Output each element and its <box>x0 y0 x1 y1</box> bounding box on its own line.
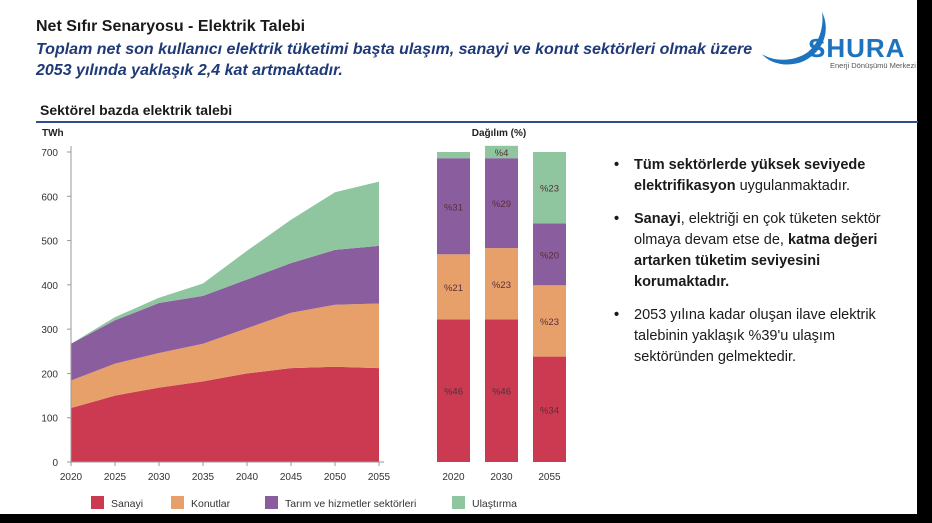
bar-data-label: %23 <box>492 280 511 291</box>
area-series-konutlar <box>71 303 379 408</box>
y-tick-label: 0 <box>52 458 58 469</box>
x-tick-label: 2020 <box>60 472 83 483</box>
logo-swoosh-icon <box>762 12 826 65</box>
section-title: Sektörel bazda elektrik talebi <box>40 102 233 118</box>
bullet-bold: katma değeri artarken tüketim seviyesini… <box>634 232 878 290</box>
x-tick-label: 2050 <box>324 472 347 483</box>
bar-segment-tarım-ve-hizmetler-sektörleri <box>485 158 518 249</box>
x-tick-label: 2045 <box>280 472 303 483</box>
bullet-text: uygulanmaktadır. <box>735 178 851 194</box>
legend-swatch <box>265 496 278 509</box>
bar-segment-konutlar <box>437 254 470 320</box>
legend-label: Tarım ve hizmetler sektörleri <box>285 498 416 510</box>
bar-segment-ulaştırma <box>533 152 566 224</box>
x-tick-label: 2040 <box>236 472 259 483</box>
bullet-text: , elektriği en çok tüketen sektör olmaya… <box>634 211 881 248</box>
bar-segment-konutlar <box>485 248 518 320</box>
logo-tagline: Enerji Dönüşümü Merkezi <box>830 61 916 70</box>
legend-swatch <box>171 496 184 509</box>
bar-category-label: 2030 <box>490 472 513 483</box>
y-tick-label: 100 <box>41 414 58 425</box>
distribution-bar-chart: Dağılım (%) %46 %21 %31 2020 %46 %23 %29 %4 2030%… <box>437 128 566 483</box>
bar-segment-sanayi <box>437 319 470 462</box>
page-subtitle: Toplam net son kullanıcı elektrik tüketi… <box>36 41 753 79</box>
y-tick-label: 700 <box>41 148 58 159</box>
bullet-item: Tüm sektörlerde yüksek seviyede elektrif… <box>612 155 912 197</box>
section-divider <box>36 121 918 123</box>
bar-data-label: %46 <box>492 387 511 398</box>
legend-label: Ulaştırma <box>472 498 517 510</box>
bar-category-label: 2020 <box>442 472 465 483</box>
area-series-ulaştırma <box>71 181 379 344</box>
x-tick-label: 2055 <box>368 472 391 483</box>
y-axis-label: TWh <box>42 128 64 139</box>
shura-logo: SHURA Enerji Dönüşümü Merkezi <box>762 12 916 70</box>
page-title: Net Sıfır Senaryosu - Elektrik Talebi <box>36 18 306 35</box>
bar-data-label: %23 <box>540 317 559 328</box>
bullet-bold: Tüm sektörlerde yüksek seviyede elektrif… <box>634 157 866 194</box>
bar-chart-title: Dağılım (%) <box>472 128 526 139</box>
y-tick-label: 500 <box>41 237 58 248</box>
legend-label: Konutlar <box>191 498 231 510</box>
bar-segment-tarım-ve-hizmetler-sektörleri <box>437 158 470 255</box>
legend-swatch <box>91 496 104 509</box>
bar-data-label: %29 <box>492 199 511 210</box>
bar-segment-sanayi <box>485 319 518 462</box>
bullet-item: 2053 yılına kadar oluşan ilave elektrik … <box>612 305 912 368</box>
area-chart: 0 100 200 300 400 500 600 700 TWh 2020 2025 2030 203… <box>41 128 390 483</box>
bullet-item: Sanayi, elektriği en çok tüketen sektör … <box>612 209 912 293</box>
area-series-tarım-ve-hizmetler-sektörleri <box>71 245 379 381</box>
legend-swatch <box>452 496 465 509</box>
bar-segment-konutlar <box>533 285 566 357</box>
bullet-text: 2053 yılına kadar oluşan ilave elektrik … <box>634 307 876 365</box>
bar-data-label: %46 <box>444 387 463 398</box>
chart-legend: Sanayi Konutlar Tarım ve hizmetler sektörl… <box>91 496 517 510</box>
slide: Net Sıfır Senaryosu - Elektrik Talebi To… <box>0 0 917 514</box>
logo-brand: SHURA <box>808 33 905 63</box>
bullet-bold: Sanayi <box>634 211 681 227</box>
bar-data-label: %31 <box>444 202 463 213</box>
legend-label: Sanayi <box>111 498 143 510</box>
bar-data-label: %4 <box>495 148 509 159</box>
x-tick-label: 2035 <box>192 472 215 483</box>
chart-canvas: 0 100 200 300 400 500 600 700 TWh 2020 2025 2030 203… <box>41 128 566 510</box>
y-tick-label: 200 <box>41 369 58 380</box>
bar-segment-sanayi <box>533 356 566 462</box>
bullet-list: Tüm sektörlerde yüksek seviyede elektrif… <box>612 155 912 380</box>
bar-data-label: %34 <box>540 405 559 416</box>
bar-data-label: %23 <box>540 184 559 195</box>
y-tick-label: 300 <box>41 325 58 336</box>
bar-segment-tarım-ve-hizmetler-sektörleri <box>533 223 566 286</box>
y-tick-label: 600 <box>41 192 58 203</box>
bar-data-label: %21 <box>444 283 463 294</box>
x-tick-label: 2025 <box>104 472 127 483</box>
area-series-sanayi <box>71 366 379 462</box>
bar-segment-ulaştırma <box>485 145 518 159</box>
bar-data-label: %20 <box>540 250 559 261</box>
x-tick-label: 2030 <box>148 472 171 483</box>
bar-category-label: 2055 <box>538 472 561 483</box>
bar-segment-ulaştırma <box>437 152 470 159</box>
y-tick-label: 400 <box>41 281 58 292</box>
